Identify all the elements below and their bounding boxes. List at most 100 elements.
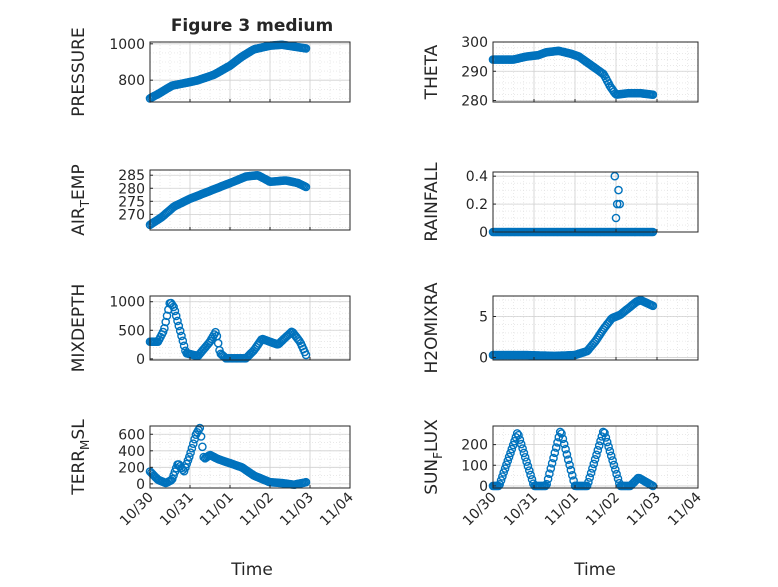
data-point xyxy=(598,69,608,79)
data-point xyxy=(545,469,554,479)
y-tick-label: 0 xyxy=(479,479,488,495)
data-point xyxy=(174,321,184,331)
data-point xyxy=(547,458,557,468)
data-point xyxy=(593,445,603,455)
data-point xyxy=(160,323,169,333)
y-tick-label: 270 xyxy=(118,207,145,223)
data-point xyxy=(566,465,576,475)
y-axis-label: RAINFALL xyxy=(422,162,442,242)
data-point xyxy=(211,327,220,337)
data-point xyxy=(582,481,592,491)
data-point xyxy=(518,444,527,453)
y-axis-label: AIRTEMP xyxy=(69,164,92,235)
y-tick-label: 0 xyxy=(136,352,145,368)
data-point xyxy=(301,350,311,360)
data-point xyxy=(158,327,168,337)
data-point xyxy=(568,470,577,480)
data-point xyxy=(565,460,574,470)
data-point xyxy=(175,326,185,336)
y-axis-label: SUNFLUX xyxy=(422,419,445,495)
y-tick-label: 285 xyxy=(118,168,145,184)
data-point xyxy=(184,452,194,462)
y-tick-label: 1000 xyxy=(109,295,145,311)
data-point xyxy=(612,469,621,479)
data-point xyxy=(601,433,611,442)
data-point xyxy=(195,423,205,433)
data-point xyxy=(590,454,600,464)
data-point xyxy=(557,429,566,438)
data-point xyxy=(648,301,658,311)
y-tick-label: 200 xyxy=(461,438,488,454)
y-tick-label: 100 xyxy=(461,458,488,474)
y-axis-label: PRESSURE xyxy=(69,27,89,116)
y-tick-label: 290 xyxy=(461,64,488,80)
y-tick-label: 0 xyxy=(479,351,488,367)
y-tick-label: 600 xyxy=(118,427,145,443)
data-point xyxy=(498,472,507,481)
data-point xyxy=(499,468,509,477)
data-point xyxy=(504,452,514,462)
data-point xyxy=(594,441,604,450)
axes-frame xyxy=(149,425,351,489)
data-point xyxy=(584,477,593,487)
y-tick-label: 0.2 xyxy=(466,197,488,213)
data-point xyxy=(188,439,198,449)
data-point xyxy=(602,437,612,447)
x-axis-label-left: Time xyxy=(230,560,273,580)
chart-mixdepth: 0 500 1000 MIXDEPTH xyxy=(69,284,351,372)
data-point xyxy=(170,306,180,316)
y-tick-label: 280 xyxy=(461,94,488,110)
data-point xyxy=(169,302,178,312)
data-point xyxy=(186,448,195,458)
axes-frame xyxy=(492,295,699,361)
data-point xyxy=(549,453,558,463)
y-tick-label: 0 xyxy=(479,225,488,241)
data-point xyxy=(162,311,172,321)
data-point xyxy=(508,440,518,450)
data-point xyxy=(520,452,530,462)
data-point xyxy=(586,468,596,478)
axes-frame xyxy=(149,169,351,231)
y-tick-label: 200 xyxy=(118,460,145,476)
data-point xyxy=(502,460,511,470)
data-point xyxy=(525,466,534,475)
data-point xyxy=(551,443,561,452)
data-point xyxy=(171,311,181,321)
axes-frame xyxy=(492,41,699,103)
data-point xyxy=(585,473,595,482)
data-point xyxy=(301,44,311,53)
data-point xyxy=(198,442,207,452)
data-point xyxy=(187,443,197,453)
axes-frame xyxy=(149,295,351,361)
y-tick-label: 0 xyxy=(136,477,145,493)
data-point xyxy=(589,459,599,469)
data-point xyxy=(604,442,613,452)
y-axis-label: H2OMIXRA xyxy=(422,282,442,373)
y-tick-label: 1000 xyxy=(109,37,145,53)
data-point xyxy=(543,474,553,484)
data-point xyxy=(500,464,510,473)
chart-pressure: 800 1000 PRESSURE xyxy=(69,27,351,117)
y-tick-label: 500 xyxy=(118,323,145,339)
data-point xyxy=(588,464,597,473)
data-point xyxy=(612,199,622,209)
data-point xyxy=(514,430,523,440)
data-point xyxy=(562,450,572,459)
axes-frame xyxy=(149,41,351,103)
axes-frame xyxy=(492,171,699,233)
data-point xyxy=(526,470,535,480)
data-point xyxy=(506,448,515,458)
data-point xyxy=(550,448,560,458)
data-point xyxy=(613,474,623,484)
y-axis-label: TERRMSL xyxy=(69,419,92,496)
y-tick-label: 400 xyxy=(118,444,145,460)
data-point xyxy=(177,331,186,341)
data-point xyxy=(503,456,513,466)
data-point xyxy=(600,428,609,438)
x-axis-label-right: Time xyxy=(573,560,616,580)
chart-h2omixra: 0 5 H2OMIXRA xyxy=(422,282,699,374)
y-tick-label: 800 xyxy=(118,73,145,89)
data-point xyxy=(614,185,623,195)
data-point xyxy=(592,450,601,460)
